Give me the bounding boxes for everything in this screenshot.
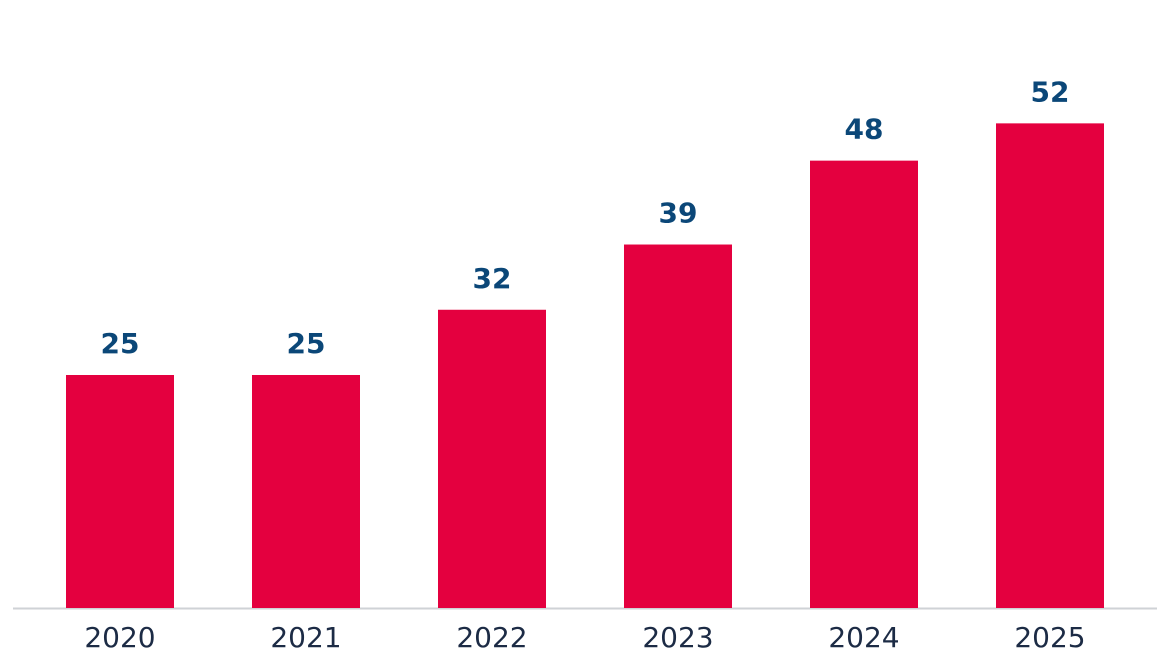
x-tick-label: 2021 bbox=[270, 621, 341, 654]
data-label: 39 bbox=[659, 197, 698, 230]
bar bbox=[810, 160, 918, 608]
x-tick-label: 2022 bbox=[456, 621, 527, 654]
data-label: 25 bbox=[287, 327, 326, 360]
bar bbox=[66, 375, 174, 608]
x-tick-label: 2025 bbox=[1014, 621, 1085, 654]
bar bbox=[624, 244, 732, 608]
x-tick-label: 2024 bbox=[828, 621, 899, 654]
bar bbox=[996, 123, 1104, 609]
bar bbox=[252, 375, 360, 608]
data-label: 48 bbox=[845, 113, 884, 146]
x-tick-label: 2020 bbox=[84, 621, 155, 654]
data-label: 25 bbox=[101, 327, 140, 360]
bar bbox=[438, 309, 546, 608]
x-tick-label: 2023 bbox=[642, 621, 713, 654]
data-label: 32 bbox=[473, 262, 512, 295]
data-label: 52 bbox=[1031, 75, 1070, 108]
